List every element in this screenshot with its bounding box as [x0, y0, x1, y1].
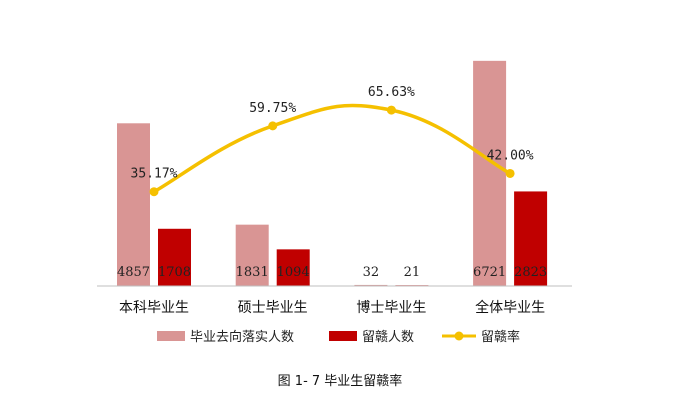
- bar-label-retained-1: 1094: [277, 265, 310, 280]
- legend-swatch-rate-marker: [454, 331, 464, 341]
- rate-label-2: 65.63%: [368, 85, 415, 100]
- figure-caption: 图 1- 7 毕业生留赣率: [277, 374, 403, 389]
- bar-label-retained-3: 2823: [514, 265, 547, 280]
- legend-label-retained: 留赣人数: [362, 330, 414, 345]
- bar-label-graduates-2: 32: [363, 265, 380, 280]
- rate-label-3: 42.00%: [487, 148, 534, 163]
- legend: 毕业去向落实人数 留赣人数 留赣率: [157, 329, 520, 345]
- bar-retained-3: [514, 191, 548, 286]
- bar-label-graduates-3: 6721: [473, 265, 506, 280]
- legend-swatch-retained: [329, 331, 357, 341]
- bar-label-retained-0: 1708: [158, 265, 191, 280]
- category-label-2: 博士毕业生: [356, 299, 426, 316]
- category-label-1: 硕士毕业生: [238, 300, 308, 316]
- rate-point-3: [505, 168, 515, 178]
- bar-label-graduates-0: 4857: [117, 265, 150, 280]
- rate-line-layer: 35.17% 59.75% 65.63% 42.00%: [131, 85, 534, 197]
- category-label-0: 本科毕业生: [119, 300, 189, 316]
- legend-swatch-graduates: [157, 331, 185, 341]
- bar-label-retained-2: 21: [404, 265, 421, 280]
- rate-point-0: [149, 187, 159, 197]
- chart: 4857 1708 1831 1094 32 21 6721 2823 35.17% 59.75…: [97, 60, 572, 345]
- bar-retained-0: [158, 228, 191, 286]
- bar-label-graduates-1: 1831: [236, 265, 269, 280]
- bar-labels-layer: 4857 1708 1831 1094 32 21 6721 2823: [117, 265, 547, 280]
- rate-line: [153, 103, 511, 194]
- bar-graduates-3: [473, 60, 507, 287]
- category-labels-layer: 本科毕业生 硕士毕业生 博士毕业生 全体毕业生: [119, 299, 545, 316]
- bar-retained-1: [276, 249, 310, 286]
- bar-graduates-0: [117, 123, 150, 286]
- category-label-3: 全体毕业生: [475, 299, 545, 316]
- rate-label-1: 59.75%: [249, 101, 296, 116]
- rate-label-0: 35.17%: [131, 167, 178, 182]
- rate-point-2: [386, 105, 396, 115]
- bar-graduates-2: [354, 284, 388, 286]
- bar-graduates-1: [235, 224, 269, 286]
- legend-label-graduates: 毕业去向落实人数: [190, 329, 294, 345]
- legend-label-rate: 留赣率: [481, 329, 520, 345]
- rate-point-1: [268, 121, 278, 131]
